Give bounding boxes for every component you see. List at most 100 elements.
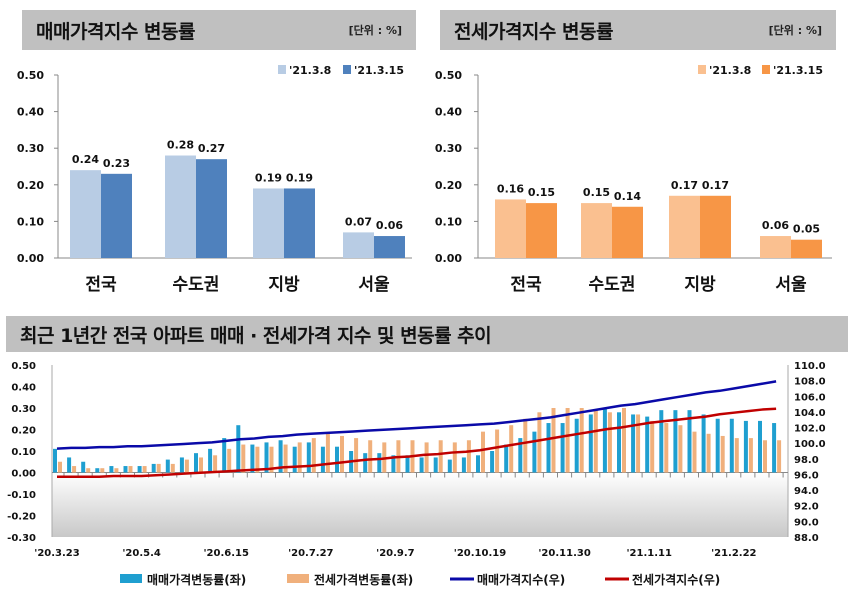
y-right-tick-label: 106.0 <box>794 392 826 403</box>
legend-label: '21.3.15 <box>354 64 404 77</box>
panel-header-trend: 최근 1년간 전국 아파트 매매 · 전세가격 지수 및 변동률 추이 <box>6 316 848 352</box>
y-tick-label: 0.40 <box>435 106 462 119</box>
data-label: 0.17 <box>671 179 698 192</box>
bar <box>424 442 429 473</box>
data-label: 0.06 <box>376 219 403 232</box>
data-label: 0.06 <box>762 219 789 232</box>
bar <box>763 440 767 473</box>
legend-swatch <box>343 65 351 74</box>
y-tick-label: 0.40 <box>17 106 44 119</box>
bar <box>495 199 526 258</box>
bar <box>588 414 593 473</box>
bar <box>645 416 650 473</box>
bar <box>452 442 457 473</box>
bar <box>269 446 274 473</box>
bar <box>537 412 542 473</box>
legend-swatch <box>287 574 309 583</box>
y-tick-label: 0.10 <box>17 215 44 228</box>
y-left-tick-label: -0.10 <box>7 490 36 501</box>
bar <box>156 463 161 473</box>
bar <box>377 453 382 473</box>
bar <box>179 457 184 473</box>
bar <box>354 438 359 473</box>
data-label: 0.27 <box>198 142 225 155</box>
bar <box>607 412 612 473</box>
y-left-tick-label: -0.20 <box>7 512 36 523</box>
bar <box>165 459 170 473</box>
bar <box>100 468 105 473</box>
bar <box>170 463 175 473</box>
category-label: 지방 <box>684 275 716 295</box>
y-tick-label: 0.30 <box>17 142 44 155</box>
x-tick-label: '20.11.30 <box>538 548 590 559</box>
bar <box>142 466 147 473</box>
x-tick-label: '20.3.23 <box>34 548 79 559</box>
bar <box>701 414 706 473</box>
y-tick-label: 0.20 <box>435 179 462 192</box>
bar <box>523 418 528 473</box>
bar <box>551 408 556 473</box>
y-right-tick-label: 100.0 <box>794 439 826 450</box>
bar <box>253 188 284 258</box>
bar <box>706 433 711 473</box>
category-label: 지방 <box>268 275 300 295</box>
y-right-tick-label: 110.0 <box>794 361 826 372</box>
bar <box>241 444 246 473</box>
bar <box>692 431 697 473</box>
y-right-tick-label: 90.0 <box>794 517 819 528</box>
bar <box>194 453 198 473</box>
bar <box>481 431 485 473</box>
bar <box>278 440 283 473</box>
bar <box>335 446 339 473</box>
bar <box>579 408 584 473</box>
bar <box>532 431 537 473</box>
bar <box>250 444 255 473</box>
bar <box>101 173 132 258</box>
bar <box>58 461 62 473</box>
bar <box>476 455 480 473</box>
bar <box>447 459 452 473</box>
data-label: 0.19 <box>286 171 313 184</box>
x-tick-label: '20.10.19 <box>454 548 506 559</box>
y-right-tick-label: 92.0 <box>794 502 819 513</box>
bar <box>72 466 77 473</box>
data-label: 0.23 <box>103 157 130 170</box>
bar <box>743 420 748 473</box>
bar <box>70 170 101 258</box>
bar <box>720 435 725 473</box>
bar <box>518 438 523 473</box>
bar <box>306 442 311 473</box>
data-label: 0.16 <box>497 182 524 195</box>
y-left-tick-label: 0.30 <box>11 404 36 415</box>
bar <box>509 425 514 473</box>
y-tick-label: 0.50 <box>435 69 462 82</box>
y-right-tick-label: 104.0 <box>794 408 826 419</box>
y-left-tick-label: 0.00 <box>11 469 36 480</box>
x-tick-label: '20.7.27 <box>288 548 333 559</box>
unit-label: [단위 : %] <box>348 24 402 37</box>
bar <box>438 440 443 473</box>
bar <box>593 410 598 473</box>
bar <box>391 455 396 473</box>
bar <box>184 459 189 473</box>
bar <box>669 195 700 258</box>
y-left-tick-label: 0.20 <box>11 426 36 437</box>
bar <box>772 423 777 473</box>
bar <box>255 446 260 473</box>
bar <box>466 440 471 473</box>
bar <box>363 453 368 473</box>
unit-label: [단위 : %] <box>768 24 822 37</box>
bar <box>565 408 570 473</box>
bar <box>636 414 641 473</box>
legend-label: '21.3.15 <box>773 64 823 77</box>
bar <box>760 236 791 258</box>
x-tick-label: '20.5.4 <box>122 548 161 559</box>
bar <box>758 420 762 473</box>
category-label: 전국 <box>510 275 542 295</box>
bar <box>227 448 232 473</box>
bar <box>199 457 203 473</box>
bar <box>283 444 288 473</box>
bar <box>165 155 196 258</box>
bar <box>343 232 374 258</box>
category-label: 전국 <box>85 275 117 295</box>
